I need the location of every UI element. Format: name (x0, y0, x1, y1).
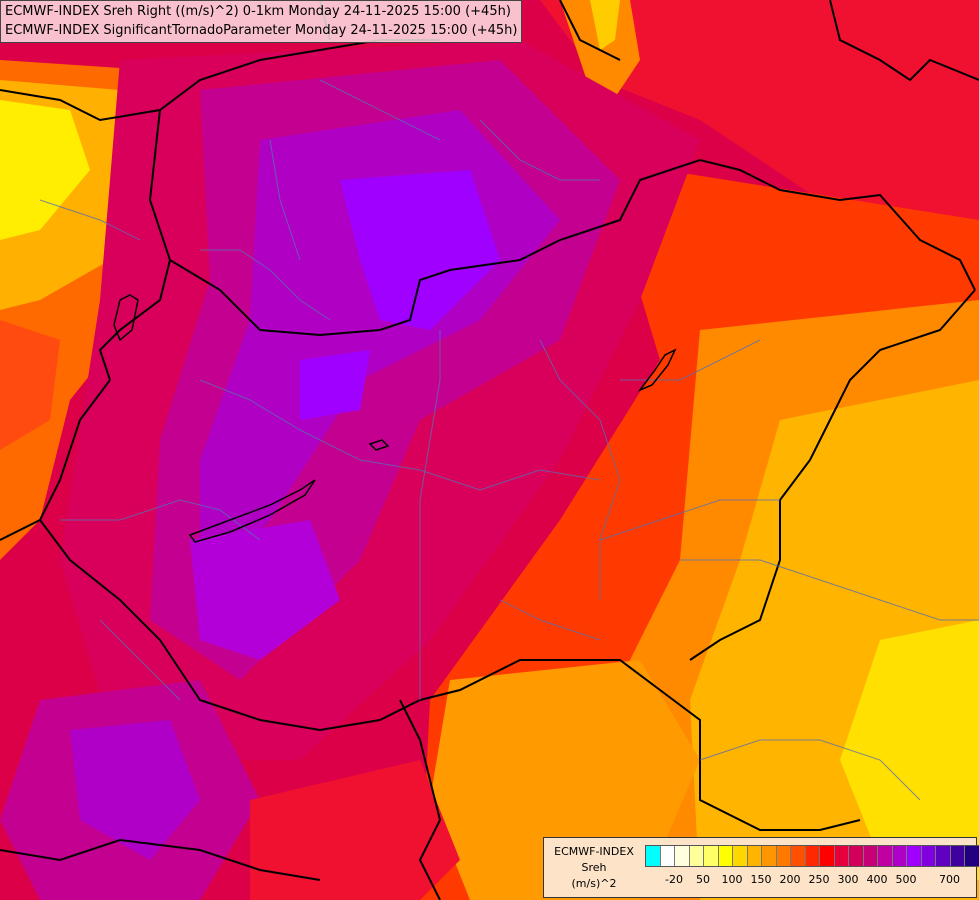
legend-swatch (791, 846, 806, 866)
title-box: ECMWF-INDEX Sreh Right ((m/s)^2) 0-1km M… (0, 0, 523, 43)
field-west-lower (0, 320, 60, 450)
legend-swatch (733, 846, 748, 866)
legend-swatch (878, 846, 893, 866)
legend-tick: 250 (808, 873, 830, 886)
legend-title: ECMWF-INDEX (554, 845, 634, 858)
title-line-sreh: ECMWF-INDEX Sreh Right ((m/s)^2) 0-1km M… (5, 4, 511, 19)
legend-tick: 150 (750, 873, 772, 886)
legend-swatch (849, 846, 864, 866)
legend-tick: 400 (866, 873, 888, 886)
legend-swatch (950, 846, 965, 866)
field-northeast-red (540, 0, 979, 230)
field-southwest-purple (70, 720, 200, 860)
legend-tick: 700 (939, 873, 960, 886)
field-purple-southwest (190, 520, 340, 660)
legend-swatch (805, 846, 820, 866)
legend-tick: 50 (696, 873, 710, 886)
field-violet-north (340, 170, 500, 330)
color-legend: ECMWF-INDEX Sreh (m/s)^2 -20 50 100 150 200 2… (543, 837, 979, 898)
legend-swatch (936, 846, 951, 866)
legend-swatch (762, 846, 777, 866)
legend-tick: 100 (721, 873, 743, 886)
field-north-orange (560, 0, 640, 120)
legend-swatch (907, 846, 922, 866)
legend-variable: Sreh (581, 861, 607, 874)
legend-swatch (965, 846, 979, 866)
legend-swatch (646, 846, 661, 866)
title-line-stp: ECMWF-INDEX SignificantTornadoParameter … (5, 23, 518, 38)
legend-tick: 200 (779, 873, 801, 886)
legend-unit: (m/s)^2 (571, 877, 617, 890)
legend-swatch (689, 846, 704, 866)
legend-swatch (776, 846, 791, 866)
legend-swatch (921, 846, 936, 866)
field-south-red (250, 760, 460, 900)
field-violet-center (300, 350, 370, 420)
legend-swatch (863, 846, 878, 866)
legend-swatch (747, 846, 762, 866)
legend-tick: 300 (837, 873, 859, 886)
legend-tick-labels: -20 50 100 150 200 250 300 400 500 700 (645, 873, 977, 889)
legend-swatch (834, 846, 849, 866)
legend-tick: 500 (895, 873, 917, 886)
legend-swatch (660, 846, 675, 866)
region-borders (39, 79, 979, 801)
legend-color-bar (645, 845, 979, 867)
legend-swatch (704, 846, 719, 866)
lakes (113, 294, 677, 543)
legend-swatch (675, 846, 690, 866)
legend-caption: ECMWF-INDEX Sreh (m/s)^2 (546, 844, 642, 892)
field-north-yellow (590, 0, 620, 50)
legend-tick: -20 (665, 873, 683, 886)
legend-swatch (892, 846, 907, 866)
field-east-yellow (840, 620, 979, 880)
legend-swatch (718, 846, 733, 866)
field-west-bright (0, 100, 90, 240)
legend-swatch (820, 846, 835, 866)
